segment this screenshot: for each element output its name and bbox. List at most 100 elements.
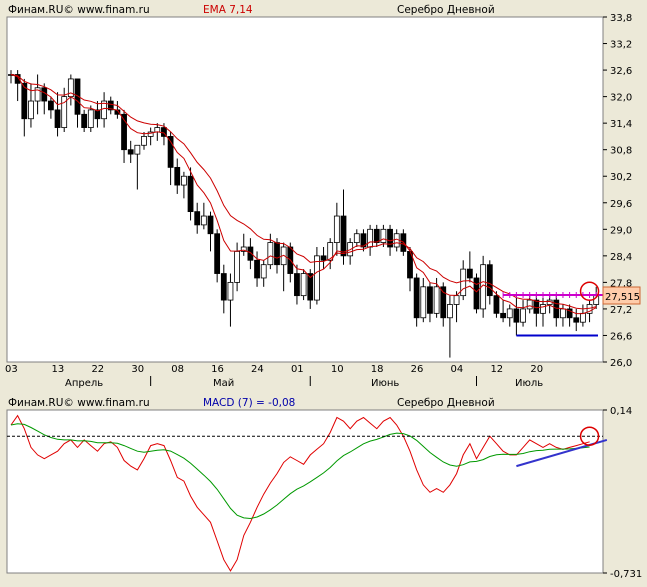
candle-body	[127, 149, 134, 155]
ema-lines	[10, 74, 597, 315]
price-y-tick-label: 30,8	[610, 146, 632, 157]
candle-body	[506, 308, 513, 319]
candle-body	[460, 268, 467, 297]
candle-body	[427, 286, 433, 314]
candle-body	[294, 273, 300, 297]
candle-body	[167, 136, 174, 168]
candle-body	[440, 286, 447, 319]
candle-body	[453, 295, 460, 305]
candle-body	[101, 100, 107, 120]
candle-body	[21, 82, 28, 120]
candle-body	[433, 286, 440, 314]
candle-body	[54, 109, 61, 128]
price-y-axis: 33,8 33,2 32,6 32,0 31,4 30,8 30,2 29,6 29,0 28,4…	[603, 13, 632, 369]
price-header-title: Серебро Дневной	[397, 4, 495, 16]
price-x-tick-label: 24	[251, 364, 264, 375]
candle-body	[107, 100, 114, 111]
candle-body	[194, 211, 201, 226]
price-y-tick-label: 31,4	[610, 119, 632, 130]
candle-body	[14, 74, 21, 84]
candle-body	[420, 286, 427, 319]
candle-body	[260, 264, 267, 279]
price-x-tick-label: 03	[5, 364, 18, 375]
macd-lines	[7, 414, 603, 572]
candle-body	[200, 215, 207, 226]
signal-line	[10, 423, 590, 520]
price-x-tick-label: 18	[371, 364, 384, 375]
macd-y-tick-label: 0,14	[610, 406, 632, 417]
candle-body	[480, 264, 487, 310]
candle-body	[413, 277, 420, 319]
ema-14-line	[10, 74, 597, 310]
price-y-tick-label: 27,2	[610, 305, 632, 316]
candle-body	[580, 312, 586, 323]
candle-body	[340, 215, 347, 257]
price-x-tick-label: 22	[91, 364, 104, 375]
price-x-tick-label: 26	[411, 364, 424, 375]
candle-body	[87, 109, 94, 128]
macd-y-tick-label: -0,731	[610, 569, 642, 580]
price-x-tick-label: 10	[331, 364, 344, 375]
candle-body	[520, 308, 526, 323]
candle-body	[134, 144, 141, 155]
candle-body	[360, 233, 367, 248]
candle-body	[380, 228, 387, 243]
month-label: Июль	[515, 378, 543, 389]
price-x-tick-label: 20	[530, 364, 543, 375]
candle-body	[466, 268, 473, 279]
candle-body	[353, 233, 360, 243]
candle-body	[493, 295, 500, 314]
candle-body	[74, 78, 81, 115]
candle-body	[540, 304, 546, 314]
highlight-circle	[579, 281, 600, 301]
price-header-indicator: EMA 7,14	[203, 4, 253, 16]
ema-7-line	[10, 74, 597, 315]
candle-body	[94, 109, 101, 120]
candle-body	[367, 228, 374, 248]
candle-body	[327, 242, 334, 261]
price-y-tick-label: 33,2	[610, 40, 632, 51]
macd-header-indicator: MACD (7) = -0,08	[203, 397, 295, 409]
price-plot-area	[6, 16, 604, 363]
candle-body	[240, 246, 247, 252]
price-y-tick-label: 26,6	[610, 331, 632, 342]
price-y-tick-label: 32,6	[610, 66, 632, 77]
price-y-tick-label: 28,4	[610, 252, 632, 263]
price-x-tick-label: 04	[451, 364, 464, 375]
candle-body	[446, 304, 453, 319]
candle-body	[513, 308, 520, 323]
month-label: Июнь	[371, 378, 399, 389]
candle-body	[174, 166, 181, 186]
price-y-tick-label: 27,8	[610, 278, 632, 289]
current-price-box	[602, 286, 641, 305]
price-x-axis: 03 13 22 30 08 16 24 01 10 18 26 04 12 20 Апрель Май Июн…	[5, 364, 543, 389]
price-header-source: Финам.RU© www.finam.ru	[8, 4, 150, 16]
candle-body	[526, 299, 533, 310]
candle-body	[81, 113, 88, 128]
candle-body	[387, 228, 393, 248]
candle-body	[486, 264, 493, 297]
candle-body	[333, 215, 340, 243]
candle-body	[247, 246, 254, 261]
candle-body	[313, 255, 320, 301]
price-x-tick-label: 16	[211, 364, 224, 375]
price-x-tick-label: 01	[291, 364, 304, 375]
macd-header-title: Серебро Дневной	[397, 397, 495, 409]
price-x-tick-label: 13	[52, 364, 65, 375]
price-y-tick-label: 29,0	[610, 225, 632, 236]
candle-body	[553, 299, 560, 319]
candle-body	[28, 100, 34, 120]
price-x-tick-label: 30	[131, 364, 144, 375]
candle-body	[161, 127, 167, 137]
price-y-tick-label: 33,8	[610, 13, 632, 24]
candle-body	[573, 317, 580, 323]
macd-plot-area	[6, 409, 604, 574]
price-y-tick-label: 26,0	[610, 358, 632, 369]
candle-body	[254, 259, 260, 279]
candle-body	[566, 308, 573, 319]
candle-body	[307, 273, 314, 301]
candle-body	[121, 113, 127, 151]
candle-body	[473, 277, 480, 310]
